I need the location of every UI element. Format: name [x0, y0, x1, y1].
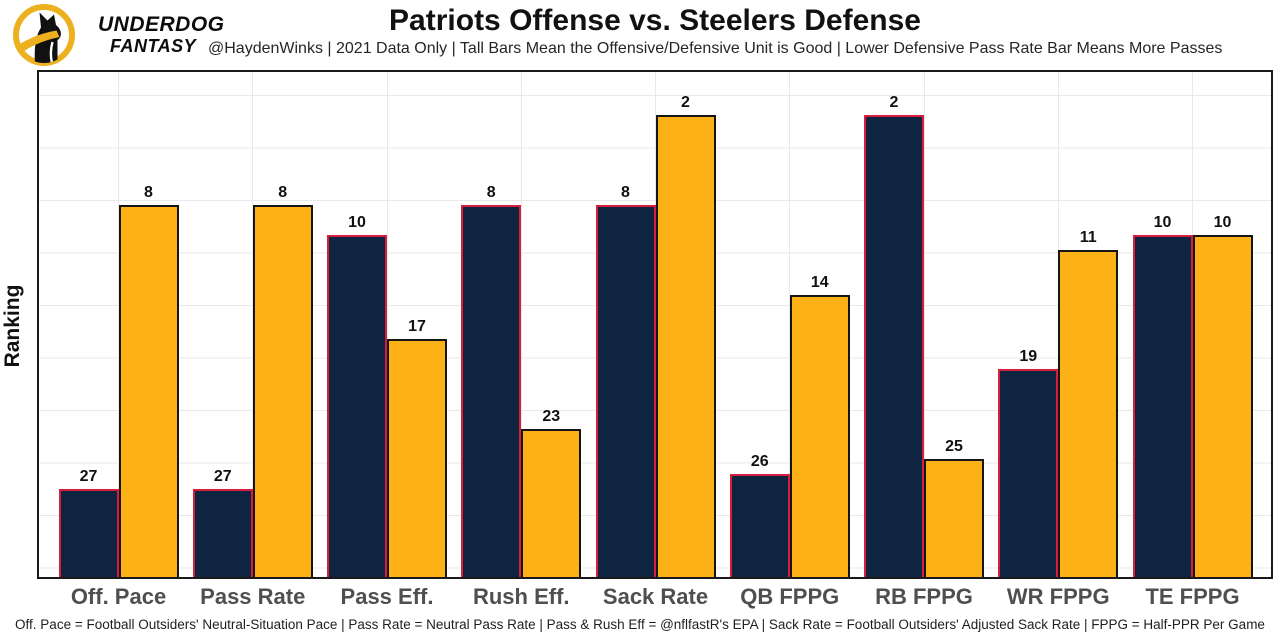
x-tick-label: Sack Rate [602, 584, 709, 609]
underdog-dog-icon [13, 4, 75, 66]
underdog-fantasy-logo: UNDERDOG FANTASY [12, 2, 224, 68]
bar-patriots-offense [327, 235, 387, 579]
bar-steelers-defense [118, 205, 179, 579]
bar-steelers-defense [1192, 235, 1253, 579]
chart-footnote: Off. Pace = Football Outsiders' Neutral-… [15, 617, 1265, 632]
logo-text-underdog: UNDERDOG [98, 13, 225, 36]
chart-title: Patriots Offense vs. Steelers Defense [389, 4, 921, 37]
bar-patriots-offense [192, 489, 253, 579]
vertical-gridline [520, 70, 522, 579]
bar-value-label: 8 [621, 184, 630, 201]
y-axis-label: Ranking [1, 284, 24, 368]
bar-steelers-defense [655, 115, 716, 579]
bar-value-label: 25 [945, 438, 963, 455]
bar-patriots-offense [58, 489, 119, 579]
bar-patriots-offense [864, 115, 924, 579]
x-tick-label: Pass Rate [200, 584, 306, 609]
bar-steelers-defense [521, 429, 582, 579]
chart-subtitle: @HaydenWinks | 2021 Data Only | Tall Bar… [208, 40, 1223, 57]
bar-steelers-defense [387, 339, 447, 579]
logo-wordmark: UNDERDOG FANTASY [98, 14, 225, 55]
bar-value-label: 10 [1213, 214, 1232, 231]
bar-value-label: 8 [144, 184, 153, 201]
bar-steelers-defense [924, 459, 984, 579]
bar-value-label: 10 [1153, 214, 1172, 231]
bar-patriots-offense [998, 369, 1059, 579]
bar-value-label: 2 [889, 94, 899, 111]
bar-value-label: 26 [750, 453, 769, 470]
bar-steelers-defense [789, 295, 850, 579]
bar-steelers-defense [252, 205, 313, 579]
plot-area: 27 8 27 8 10 17 8 23 8 2 26 14 2 25 19 11 10 10 [37, 70, 1273, 579]
bar-patriots-offense [595, 205, 656, 579]
x-tick-label: TE FPPG [1145, 584, 1240, 609]
bar-value-label: 23 [542, 408, 561, 425]
bar-value-label: 11 [1079, 229, 1097, 246]
bar-value-label: 2 [681, 94, 690, 111]
x-tick-label: WR FPPG [1006, 584, 1110, 609]
bar-value-label: 8 [278, 184, 288, 201]
x-tick-label: Off. Pace [70, 584, 167, 609]
bar-value-label: 19 [1019, 348, 1038, 365]
bar-value-label: 10 [348, 214, 366, 231]
bar-value-label: 27 [213, 468, 232, 485]
bar-value-label: 17 [408, 318, 426, 335]
vertical-gridline [386, 70, 388, 579]
bar-patriots-offense [461, 205, 522, 579]
x-tick-label: RB FPPG [875, 584, 973, 609]
x-tick-label: Pass Eff. [340, 584, 434, 609]
x-tick-label: QB FPPG [740, 584, 840, 609]
logo-text-fantasy: FANTASY [110, 36, 197, 56]
bar-value-label: 14 [810, 274, 829, 291]
bar-patriots-offense [1132, 235, 1193, 579]
bar-patriots-offense [729, 474, 790, 579]
vertical-gridline [923, 70, 925, 579]
x-tick-label: Rush Eff. [472, 584, 570, 609]
bar-value-label: 8 [486, 184, 496, 201]
bar-steelers-defense [1058, 250, 1119, 579]
bar-value-label: 27 [79, 468, 98, 485]
